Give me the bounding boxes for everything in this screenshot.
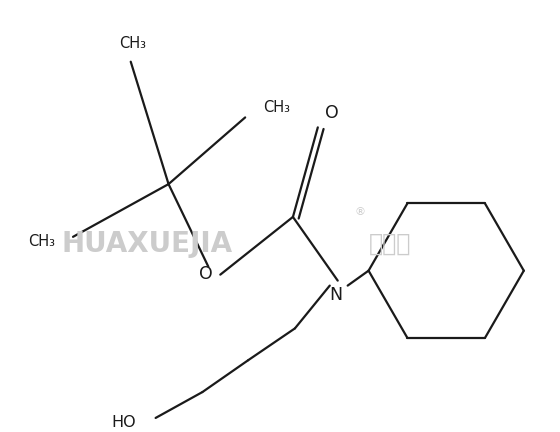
Text: 化学加: 化学加: [368, 232, 411, 256]
Text: CH₃: CH₃: [27, 234, 55, 249]
Text: CH₃: CH₃: [264, 100, 291, 115]
Text: O: O: [325, 105, 339, 122]
Text: ®: ®: [354, 207, 366, 217]
Text: HO: HO: [111, 416, 136, 430]
Text: HUAXUEJIA: HUAXUEJIA: [61, 230, 232, 258]
Text: CH₃: CH₃: [119, 36, 146, 51]
Text: N: N: [329, 286, 342, 304]
Text: O: O: [199, 265, 213, 283]
